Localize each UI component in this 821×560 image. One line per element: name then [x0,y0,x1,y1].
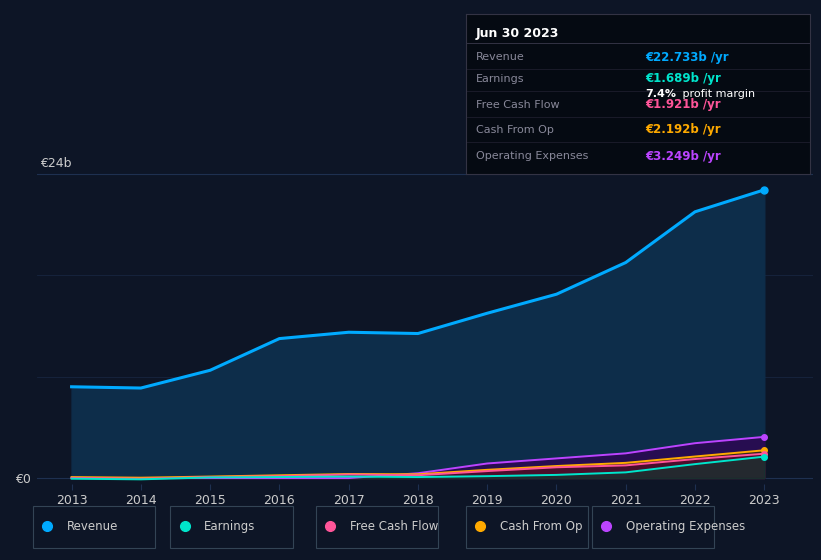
Text: €22.733b /yr: €22.733b /yr [644,50,728,64]
Text: Free Cash Flow: Free Cash Flow [476,100,559,110]
Text: €2.192b /yr: €2.192b /yr [644,123,721,136]
Text: €3.249b /yr: €3.249b /yr [644,150,721,162]
Text: Earnings: Earnings [476,73,525,83]
Text: Free Cash Flow: Free Cash Flow [350,520,438,533]
Bar [466,506,588,548]
Text: Operating Expenses: Operating Expenses [626,520,745,533]
Text: €24b: €24b [40,157,72,170]
Text: €1.921b /yr: €1.921b /yr [644,99,721,111]
Text: Revenue: Revenue [67,520,117,533]
Bar [592,506,714,548]
Bar [33,506,154,548]
Bar [316,506,438,548]
Text: €1.689b /yr: €1.689b /yr [644,72,721,85]
Text: Cash From Op: Cash From Op [476,125,553,135]
Text: profit margin: profit margin [679,89,755,99]
Text: Jun 30 2023: Jun 30 2023 [476,27,559,40]
Bar [171,506,292,548]
Text: Cash From Op: Cash From Op [500,520,582,533]
Text: Revenue: Revenue [476,52,525,62]
Text: Earnings: Earnings [204,520,255,533]
Text: Operating Expenses: Operating Expenses [476,151,588,161]
Text: 7.4%: 7.4% [644,89,676,99]
